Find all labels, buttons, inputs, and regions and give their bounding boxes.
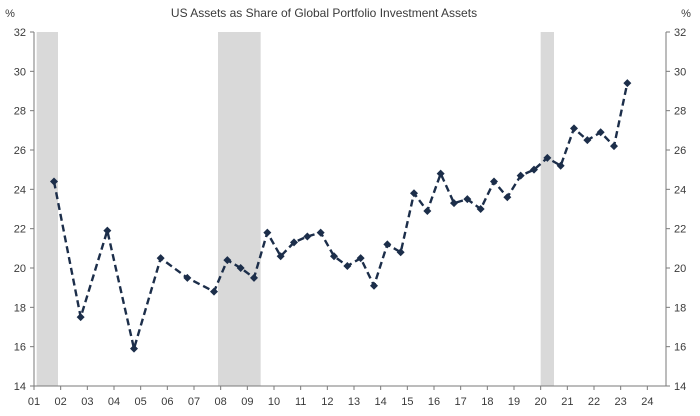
series-group bbox=[50, 79, 632, 353]
data-point-marker bbox=[370, 281, 378, 290]
data-point-marker bbox=[276, 252, 285, 261]
y-tick-label-left: 22 bbox=[14, 224, 26, 236]
y-tick-label-left: 18 bbox=[14, 302, 26, 314]
data-point-marker bbox=[516, 171, 525, 180]
y-tick-label-right: 24 bbox=[674, 184, 686, 196]
data-point-marker bbox=[503, 193, 512, 202]
y-tick-label-left: 14 bbox=[14, 381, 26, 393]
y-tick-label-left: 28 bbox=[14, 106, 26, 118]
x-tick-label: 07 bbox=[188, 396, 200, 408]
data-point-marker bbox=[476, 205, 485, 213]
data-point-marker bbox=[396, 248, 405, 257]
data-point-marker bbox=[330, 252, 338, 261]
y-tick-label-left: 32 bbox=[14, 27, 26, 39]
y-axis-unit-left: % bbox=[5, 8, 15, 20]
data-point-marker bbox=[130, 344, 138, 353]
x-tick-label: 13 bbox=[348, 396, 360, 408]
data-point-marker bbox=[490, 177, 498, 186]
data-point-marker bbox=[623, 79, 632, 88]
data-point-marker bbox=[596, 128, 605, 137]
data-point-marker bbox=[436, 169, 445, 178]
x-tick-label: 04 bbox=[108, 396, 120, 408]
data-point-marker bbox=[210, 287, 218, 296]
data-point-marker bbox=[76, 313, 85, 322]
x-tick-label: 08 bbox=[215, 396, 227, 408]
x-tick-label: 21 bbox=[561, 396, 573, 408]
data-point-marker bbox=[50, 177, 58, 186]
x-tick-label: 12 bbox=[321, 396, 333, 408]
y-tick-label-right: 30 bbox=[674, 66, 686, 78]
y-axis-unit-right: % bbox=[681, 8, 691, 20]
y-tick-label-left: 20 bbox=[14, 263, 26, 275]
x-tick-label: 10 bbox=[268, 396, 280, 408]
x-tick-label: 09 bbox=[241, 396, 253, 408]
data-point-marker bbox=[543, 153, 552, 162]
data-point-marker bbox=[156, 254, 165, 263]
data-point-marker bbox=[410, 189, 418, 198]
data-point-marker bbox=[316, 228, 325, 237]
recession-band bbox=[36, 32, 58, 386]
axes: 14 14 16 16 18 18 20 20 22 22 24 24 26 26 28 28 30 30 32 32… bbox=[14, 27, 687, 408]
x-tick-label: 11 bbox=[295, 396, 306, 408]
data-point-marker bbox=[556, 161, 565, 170]
x-tick-label: 03 bbox=[81, 396, 93, 408]
data-point-marker bbox=[223, 256, 232, 265]
x-tick-label: 23 bbox=[615, 396, 627, 408]
x-tick-label: 16 bbox=[428, 396, 440, 408]
y-tick-label-left: 16 bbox=[14, 342, 26, 354]
y-tick-label-right: 32 bbox=[674, 27, 686, 39]
recession-band bbox=[540, 32, 554, 386]
data-point-marker bbox=[290, 238, 298, 247]
data-point-marker bbox=[530, 165, 538, 174]
data-point-marker bbox=[450, 199, 458, 208]
data-point-marker bbox=[610, 142, 618, 151]
data-point-marker bbox=[383, 240, 392, 249]
y-tick-label-right: 14 bbox=[674, 381, 686, 393]
y-tick-label-right: 28 bbox=[674, 106, 686, 118]
data-point-marker bbox=[303, 232, 312, 241]
series-line bbox=[52, 82, 629, 350]
x-tick-label: 17 bbox=[455, 396, 467, 408]
y-tick-label-right: 16 bbox=[674, 342, 686, 354]
y-tick-label-left: 24 bbox=[14, 184, 26, 196]
y-tick-label-right: 18 bbox=[674, 302, 686, 314]
data-point-marker bbox=[343, 262, 352, 271]
data-point-marker bbox=[263, 228, 272, 237]
y-tick-label-left: 26 bbox=[14, 145, 26, 157]
data-point-marker bbox=[236, 264, 245, 272]
x-tick-label: 22 bbox=[588, 396, 600, 408]
x-tick-label: 24 bbox=[641, 396, 653, 408]
data-point-marker bbox=[423, 206, 432, 215]
x-tick-label: 05 bbox=[135, 396, 147, 408]
data-point-marker bbox=[356, 254, 365, 263]
recession-band bbox=[218, 32, 261, 386]
data-point-marker bbox=[103, 226, 112, 235]
x-tick-label: 18 bbox=[481, 396, 493, 408]
x-tick-label: 20 bbox=[535, 396, 547, 408]
x-tick-label: 14 bbox=[375, 396, 387, 408]
data-point-marker bbox=[570, 124, 578, 133]
x-tick-label: 19 bbox=[508, 396, 520, 408]
x-tick-label: 01 bbox=[28, 396, 40, 408]
y-tick-label-right: 26 bbox=[674, 145, 686, 157]
chart-title: US Assets as Share of Global Portfolio I… bbox=[171, 6, 477, 20]
x-tick-label: 02 bbox=[55, 396, 67, 408]
data-point-marker bbox=[463, 195, 472, 204]
y-tick-label-left: 30 bbox=[14, 66, 26, 78]
recession-bands bbox=[36, 32, 554, 386]
data-point-marker bbox=[183, 273, 192, 282]
y-tick-label-right: 22 bbox=[674, 224, 686, 236]
y-tick-label-right: 20 bbox=[674, 263, 686, 275]
data-point-marker bbox=[250, 273, 258, 282]
x-tick-label: 06 bbox=[161, 396, 173, 408]
data-point-marker bbox=[583, 136, 592, 145]
x-tick-label: 15 bbox=[401, 396, 413, 408]
